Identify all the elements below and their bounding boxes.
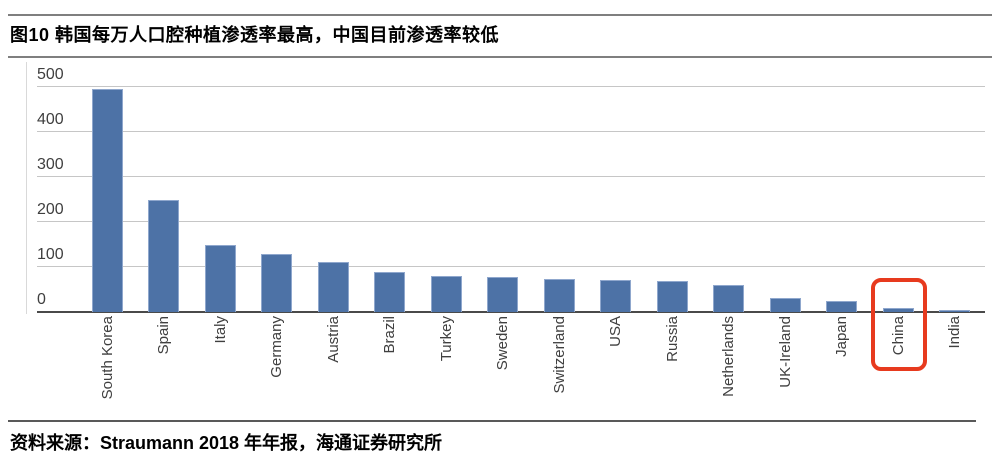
x-label-cell-south-korea: South Korea: [79, 316, 136, 420]
bar-cell-germany: [249, 62, 306, 312]
source-text: 资料来源：Straumann 2018 年年报，海通证券研究所: [10, 433, 443, 453]
bar-cell-spain: [136, 62, 193, 312]
title-divider: [8, 56, 992, 58]
bar-india: [939, 310, 971, 312]
bar-austria: [317, 261, 349, 312]
bars-container: [79, 62, 983, 312]
x-label-cell-russia: Russia: [644, 316, 701, 420]
gridline-100: [37, 266, 985, 267]
x-label-italy: Italy: [211, 316, 229, 344]
bar-cell-japan: [814, 62, 871, 312]
x-label-india: India: [946, 316, 964, 349]
plot-area: 0 100 200 300 400 500: [0, 62, 1000, 314]
gridline-300: [37, 176, 985, 177]
gridline-400: [37, 131, 985, 132]
bottom-divider: [8, 420, 976, 422]
x-label-germany: Germany: [268, 316, 286, 378]
y-tick-label-200: 200: [37, 201, 64, 218]
bar-cell-russia: [644, 62, 701, 312]
bar-cell-netherlands: [701, 62, 758, 312]
gridline-200: [37, 221, 985, 222]
bar-china: [882, 308, 914, 312]
bar-turkey: [430, 276, 462, 312]
x-label-cell-usa: USA: [588, 316, 645, 420]
x-label-usa: USA: [607, 316, 625, 347]
gridline-500: [37, 86, 985, 87]
bar-brazil: [374, 271, 406, 312]
plot-left-border: [26, 62, 27, 314]
x-label-russia: Russia: [663, 316, 681, 362]
bar-cell-brazil: [362, 62, 419, 312]
bar-cell-switzerland: [531, 62, 588, 312]
y-tick-label-500: 500: [37, 66, 64, 83]
x-label-austria: Austria: [324, 316, 342, 363]
x-label-cell-india: India: [927, 316, 984, 420]
china-highlight-box: [871, 278, 927, 371]
bar-uk-ireland: [769, 297, 801, 312]
x-label-cell-japan: Japan: [814, 316, 871, 420]
bar-cell-india: [927, 62, 984, 312]
x-label-turkey: Turkey: [437, 316, 455, 362]
bar-cell-sweden: [475, 62, 532, 312]
x-label-cell-switzerland: Switzerland: [531, 316, 588, 420]
bar-south-korea: [91, 89, 123, 312]
bar-germany: [261, 253, 293, 312]
x-label-cell-brazil: Brazil: [362, 316, 419, 420]
x-label-sweden: Sweden: [494, 316, 512, 371]
y-tick-label-300: 300: [37, 156, 64, 173]
figure-title: 图10 韩国每万人口腔种植渗透率最高，中国目前渗透率较低: [10, 25, 500, 45]
y-tick-label-0: 0: [37, 291, 46, 308]
top-divider: [8, 14, 992, 16]
x-axis-line: [37, 311, 985, 313]
x-label-brazil: Brazil: [381, 316, 399, 354]
x-label-switzerland: Switzerland: [550, 316, 568, 394]
x-label-cell-austria: Austria: [305, 316, 362, 420]
bar-japan: [826, 300, 858, 312]
x-label-cell-sweden: Sweden: [475, 316, 532, 420]
x-label-cell-netherlands: Netherlands: [701, 316, 758, 420]
x-label-japan: Japan: [833, 316, 851, 357]
bar-russia: [656, 281, 688, 312]
x-label-cell-germany: Germany: [249, 316, 306, 420]
bar-cell-italy: [192, 62, 249, 312]
x-label-south-korea: South Korea: [98, 316, 116, 400]
bar-spain: [148, 199, 180, 312]
bar-cell-turkey: [418, 62, 475, 312]
x-label-uk-ireland: UK-Ireland: [776, 316, 794, 388]
x-label-spain: Spain: [155, 316, 173, 355]
bar-cell-uk-ireland: [757, 62, 814, 312]
bar-usa: [600, 280, 632, 312]
x-label-cell-turkey: Turkey: [418, 316, 475, 420]
bar-netherlands: [713, 285, 745, 312]
x-label-cell-italy: Italy: [192, 316, 249, 420]
bar-cell-south-korea: [79, 62, 136, 312]
bar-sweden: [487, 277, 519, 312]
bar-switzerland: [543, 279, 575, 312]
bar-italy: [204, 244, 236, 312]
y-tick-label-100: 100: [37, 246, 64, 263]
bar-cell-austria: [305, 62, 362, 312]
bar-cell-usa: [588, 62, 645, 312]
x-label-cell-spain: Spain: [136, 316, 193, 420]
x-axis-labels: South Korea Spain Italy Germany Austria Brazi…: [79, 316, 983, 420]
x-label-netherlands: Netherlands: [720, 316, 738, 397]
bar-cell-china: [870, 62, 927, 312]
y-tick-label-400: 400: [37, 111, 64, 128]
x-label-cell-uk-ireland: UK-Ireland: [757, 316, 814, 420]
